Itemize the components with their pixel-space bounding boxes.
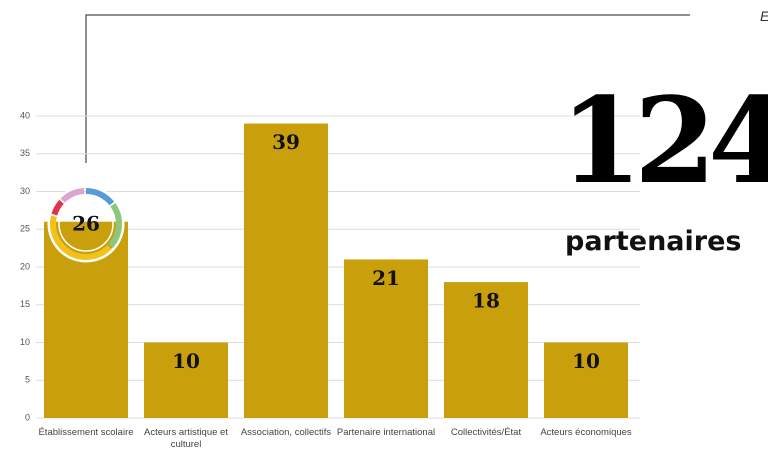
x-tick-label: Association, collectifs — [240, 427, 332, 438]
value-label: 10 — [172, 349, 200, 373]
x-tick-label: Collectivités/État — [450, 427, 522, 438]
y-tick-label: 10 — [20, 337, 30, 347]
connector-line — [85, 14, 690, 163]
y-tick-label: 20 — [20, 261, 30, 271]
y-tick-label: 40 — [20, 110, 30, 120]
bar — [144, 342, 228, 418]
bar — [544, 342, 628, 418]
x-tick-label: Établissement scolaire — [38, 427, 134, 438]
bar — [344, 259, 428, 418]
ring-segment — [108, 203, 122, 248]
value-label: 18 — [472, 289, 500, 313]
y-tick-label: 5 — [25, 375, 30, 385]
ring-inner — [58, 196, 114, 252]
ring-segment — [51, 199, 64, 216]
y-tick-label: 30 — [20, 186, 30, 196]
total-count: 124 — [560, 71, 768, 210]
ring-base — [47, 185, 125, 263]
y-tick-label: 0 — [25, 412, 30, 422]
x-tick-label: Partenaire international — [336, 427, 436, 438]
bar — [444, 282, 528, 418]
x-tick-label: Acteurs artistique et culturel — [144, 427, 228, 450]
x-tick-label: Acteurs économiques — [540, 427, 632, 438]
total-label: partenaires — [565, 226, 742, 257]
y-tick-label: 35 — [20, 148, 30, 158]
y-tick-label: 15 — [20, 299, 30, 309]
ring-segment — [60, 188, 85, 203]
y-tick-label: 25 — [20, 224, 30, 234]
value-label: 10 — [572, 349, 600, 373]
ring-segment — [50, 215, 112, 260]
value-label: 39 — [272, 130, 300, 154]
value-label: 26 — [72, 212, 100, 236]
corner-text: E — [760, 8, 768, 24]
ring-segment — [85, 188, 115, 206]
value-label: 21 — [372, 266, 400, 290]
bar — [244, 123, 328, 419]
